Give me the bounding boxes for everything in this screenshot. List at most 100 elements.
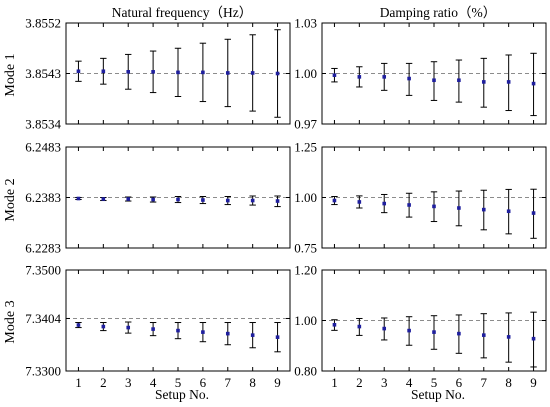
y-tick-label: 7.3300 [25,364,61,379]
data-point [407,203,411,207]
x-tick-label: 2 [100,375,107,390]
data-point [457,78,461,83]
y-tick-label: 3.8552 [25,16,61,31]
y-tick-label: 0.97 [294,117,317,132]
y-tick-label: 6.2283 [25,241,61,256]
row-label-mode-1: Mode 1 [3,53,18,96]
data-point [481,207,486,212]
x-tick-label: 7 [481,375,488,390]
x-tick-label: 6 [456,375,463,390]
data-point [531,81,536,86]
data-point [151,197,155,202]
data-point [332,73,337,77]
y-tick-label: 0.75 [294,241,317,256]
y-tick-label: 7.3404 [25,311,61,326]
data-point [151,327,155,331]
x-tick-label: 5 [431,375,438,390]
data-point [531,211,536,215]
data-point [250,71,255,75]
data-point [101,197,106,201]
panel-r3-c1: 7.3300 7.3404 7.3500 1 2 3 4 5 6 7 8 9 [25,263,291,390]
panel-r2-c2: 0.75 1.00 1.25 [294,140,547,256]
x-tick-label: 1 [75,375,82,390]
y-tick-label: 1.00 [294,66,317,81]
y-tick-label: 3.8534 [25,117,61,132]
x-axis-title-right: Setup No. [411,387,465,402]
panel-r2-c1: 6.2283 6.2383 6.2483 [25,140,291,256]
data-point [457,331,461,336]
row-label-mode-2: Mode 2 [3,178,18,221]
data-point [101,69,106,74]
data-point [126,70,131,74]
data-point [275,199,280,203]
x-tick-label: 3 [125,375,132,390]
data-point [457,206,461,210]
x-axis-title-left: Setup No. [155,387,209,402]
x-tick-label: 2 [356,375,363,390]
data-point [151,70,155,74]
data-point [76,196,81,201]
y-tick-label: 6.2383 [25,190,61,205]
data-point [76,323,81,327]
data-point [201,198,205,202]
x-tick-label: 9 [530,375,537,390]
data-point [250,198,255,203]
panel-r1-c2: 0.97 1.00 1.03 [294,16,547,132]
data-point [432,78,436,83]
x-tick-label: 8 [505,375,512,390]
data-point [481,333,486,337]
data-point [176,197,180,202]
data-point [101,324,106,329]
data-point [432,204,436,209]
data-point [506,80,511,84]
data-point [382,326,387,331]
x-tick-label: 5 [175,375,182,390]
x-tick-label: 6 [200,375,207,390]
y-tick-label: 1.03 [294,16,317,31]
x-tick-label: 8 [249,375,256,390]
panel-r3-c2: 0.80 1.00 1.20 1 2 3 4 5 6 7 8 9 [294,263,547,390]
data-point [126,325,131,330]
x-tick-label: 3 [381,375,388,390]
data-point [332,322,337,327]
x-tick-label: 1 [331,375,338,390]
data-point [357,75,362,79]
y-tick-label: 7.3500 [25,263,61,278]
panels-layer: 3.8534 3.8543 3.8552 0.97 1.00 1.03 6.2283 6.23… [25,16,547,390]
data-point [432,330,436,334]
data-point [76,69,81,74]
data-point [176,328,180,333]
data-point [275,71,280,76]
data-point [506,335,511,339]
column-title-damping: Damping ratio（%） [380,5,497,20]
data-point [382,201,387,206]
data-point [126,197,131,201]
x-tick-label: 4 [406,375,413,390]
data-point [176,70,180,75]
row-label-mode-3: Mode 3 [3,300,18,343]
panel-frame [65,269,291,372]
x-tick-label: 7 [225,375,232,390]
data-point [506,209,511,214]
data-point [382,75,387,79]
y-tick-label: 1.25 [294,140,317,155]
y-tick-label: 1.00 [294,190,317,205]
column-title-frequency: Natural frequency（Hz） [112,5,253,20]
data-point [201,330,205,334]
data-point [332,198,337,203]
data-point [357,200,362,204]
data-point [201,70,205,75]
data-point [481,80,486,84]
data-point [225,71,230,75]
data-point [531,336,536,341]
y-tick-label: 1.00 [294,313,317,328]
y-tick-label: 1.20 [294,263,317,278]
data-point [250,333,255,337]
data-point [225,331,230,336]
data-point [357,324,362,329]
y-tick-label: 0.80 [294,364,317,379]
y-tick-label: 3.8543 [25,66,61,81]
panel-r1-c1: 3.8534 3.8543 3.8552 [25,16,291,132]
x-tick-label: 4 [150,375,157,390]
